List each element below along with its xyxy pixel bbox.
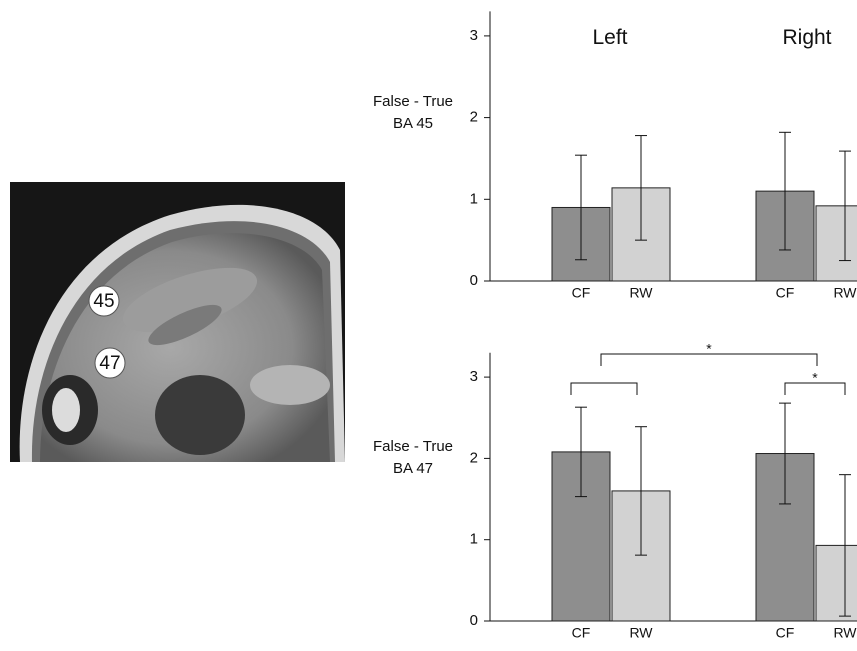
- x-tick-label: CF: [776, 285, 795, 301]
- y-axis-label: False - True: [373, 438, 453, 455]
- significance-bracket: [571, 383, 637, 395]
- x-tick-label: CF: [572, 285, 591, 301]
- group-title: Right: [782, 26, 831, 49]
- y-axis-label: BA 45: [393, 115, 433, 132]
- y-tick-label: 0: [470, 272, 478, 289]
- y-tick-label: 3: [470, 368, 478, 385]
- y-axis-label: BA 47: [393, 460, 433, 477]
- bar: [816, 545, 857, 621]
- y-tick-label: 1: [470, 531, 478, 548]
- x-tick-label: RW: [833, 625, 857, 641]
- x-tick-label: RW: [629, 625, 653, 641]
- region-label: 45: [93, 291, 114, 312]
- significance-star: *: [812, 370, 818, 386]
- y-tick-label: 2: [470, 449, 478, 466]
- x-tick-label: RW: [833, 285, 857, 301]
- y-tick-label: 2: [470, 109, 478, 126]
- region-label: 47: [99, 353, 120, 374]
- x-tick-label: RW: [629, 285, 653, 301]
- bar: [816, 206, 857, 281]
- brain-image: 45 47: [10, 182, 345, 462]
- y-axis-label: False - True: [373, 93, 453, 110]
- figure: 45 47 0 1 2 3 False - True BA 45 Left Right CF RW…: [0, 0, 857, 646]
- significance-star: *: [706, 341, 712, 357]
- y-tick-label: 0: [470, 612, 478, 629]
- y-tick-label: 1: [470, 190, 478, 207]
- x-tick-label: CF: [776, 625, 795, 641]
- y-tick-label: 3: [470, 27, 478, 44]
- group-title: Left: [592, 26, 627, 49]
- x-tick-label: CF: [572, 625, 591, 641]
